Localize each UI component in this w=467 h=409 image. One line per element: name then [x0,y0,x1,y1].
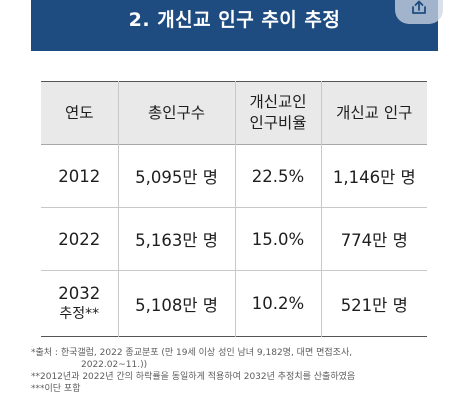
share-button[interactable] [395,0,443,24]
header-ratio-line2: 인구비율 [249,114,307,132]
cell-year: 2022 [58,229,101,249]
header-total-population: 총인구수 [117,81,235,145]
header-ratio-line1: 개신교인 [249,93,307,111]
cell-year-note: 추정** [59,306,100,322]
table-row: 2022 5,163만 명 15.0% 774만 명 [41,207,427,271]
table-header-row: 연도 총인구수 개신교인 인구비율 개신교 인구 [41,81,427,145]
note-method: **2012년과 2022년 간의 하락률을 동일하게 적용하여 2032년 추… [31,372,356,382]
header-ratio: 개신교인 인구비율 [234,81,321,145]
header-year: 연도 [64,103,94,122]
cell-total: 5,095만 명 [117,144,235,208]
cell-total: 5,163만 명 [117,207,235,271]
title-banner: 2. 개신교 인구 추이 추정 [31,0,438,51]
cell-ratio-highlight: 10.2% [234,270,321,337]
cell-population: 1,146만 명 [320,144,427,208]
cell-year: 2032 추정** [41,271,118,337]
cell-year: 2012 [58,166,101,186]
cell-total: 5,108만 명 [117,270,235,337]
share-icon [412,0,426,14]
cell-population: 774만 명 [320,207,427,271]
cell-year-value: 2032 [58,284,101,303]
cell-ratio: 22.5% [234,144,321,208]
note-source-period: 2022.02~11.)) [81,360,148,370]
note-heresy: ***이단 포함 [31,384,81,394]
footnotes: *출처 : 한국갤럽, 2022 종교분포 (만 19세 이상 성인 남녀 9,… [31,347,461,395]
table-row: 2012 5,095만 명 22.5% 1,146만 명 [41,144,427,208]
banner-title: 2. 개신교 인구 추이 추정 [128,9,341,31]
protestant-population-table: 연도 총인구수 개신교인 인구비율 개신교 인구 2012 5,095만 명 2… [41,81,427,337]
cell-population-highlight: 521만 명 [320,270,427,337]
table-row: 2032 추정** 5,108만 명 10.2% 521만 명 [41,270,427,337]
header-protestant-population: 개신교 인구 [320,81,427,145]
note-source: *출처 : 한국갤럽, 2022 종교분포 (만 19세 이상 성인 남녀 9,… [31,348,353,358]
cell-ratio: 15.0% [234,207,321,271]
